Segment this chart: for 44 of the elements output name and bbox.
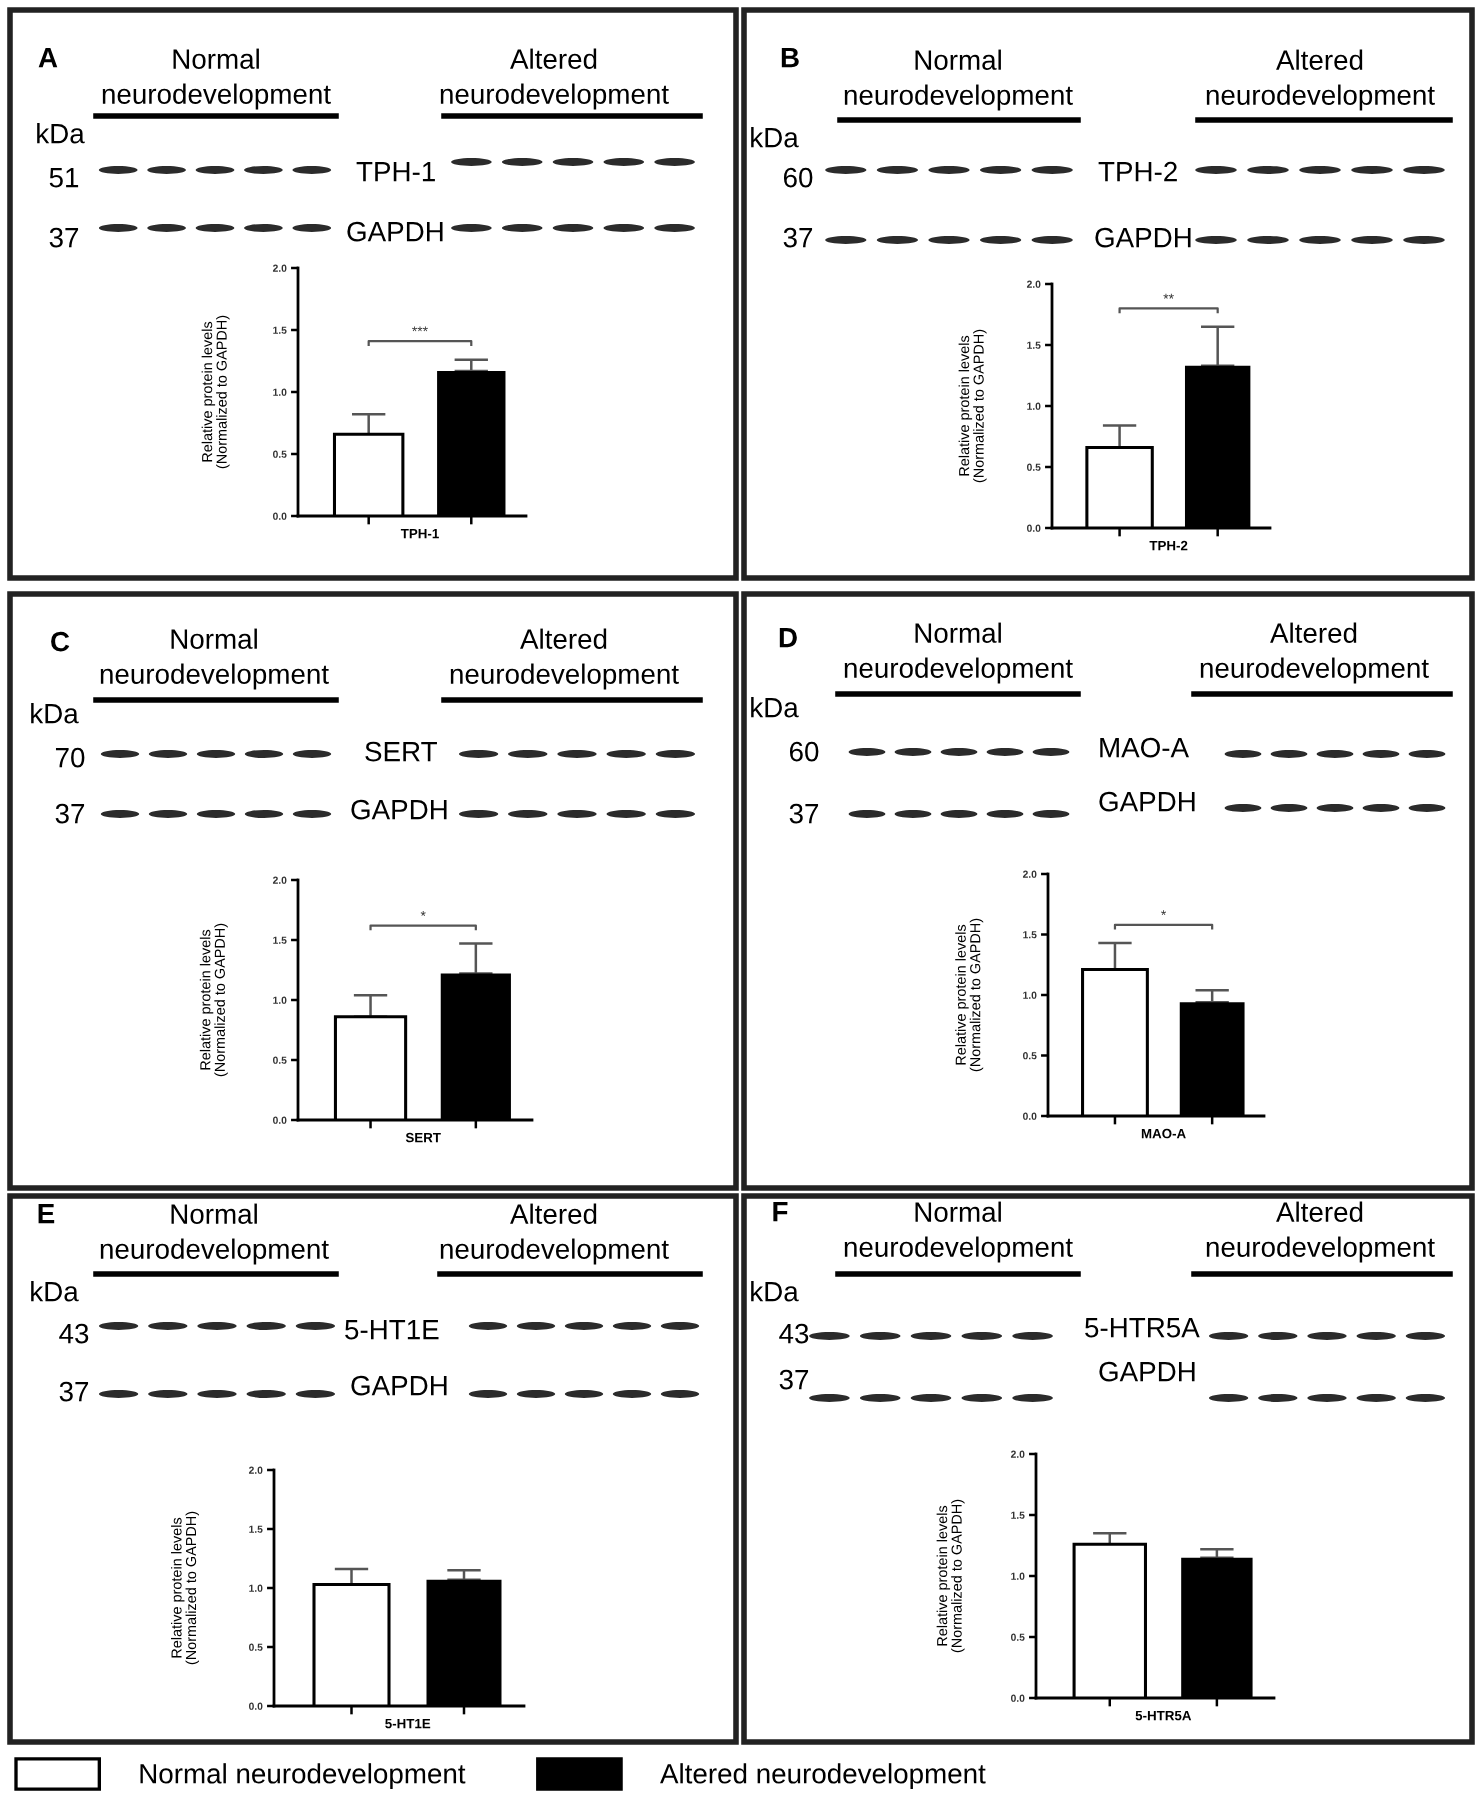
text: Normal neurodevelopment xyxy=(844,49,1073,111)
text: Normal neurodevelopment xyxy=(844,1201,1073,1263)
text: Altered neurodevelopment xyxy=(1206,1201,1435,1263)
text: 37 xyxy=(783,227,813,248)
text: 70 xyxy=(55,747,85,768)
text: Normal neurodevelopment xyxy=(102,48,331,110)
text: Altered neurodevelopment xyxy=(1200,622,1429,684)
text: 37 xyxy=(779,1369,809,1390)
text: 60 xyxy=(783,167,813,188)
text: 37 xyxy=(59,1381,89,1402)
text: 37 xyxy=(49,227,79,248)
text: kDa xyxy=(751,697,799,718)
text: kDa xyxy=(751,1281,799,1302)
text: 37 xyxy=(789,803,819,824)
text: Altered neurodevelopment xyxy=(1206,49,1435,111)
text: Normal neurodevelopment xyxy=(844,622,1073,684)
text: GAPDH xyxy=(1099,1361,1195,1382)
text: kDa xyxy=(31,703,79,724)
text: D xyxy=(779,628,797,648)
text: 51 xyxy=(49,168,79,188)
text: 43 xyxy=(59,1323,89,1344)
text: 43 xyxy=(779,1323,809,1344)
text: GAPDH xyxy=(347,221,443,242)
text: F xyxy=(773,1202,788,1222)
text: Altered neurodevelopment xyxy=(440,1203,669,1265)
text: Normal neurodevelopment xyxy=(100,628,329,690)
text: C xyxy=(51,631,70,652)
text: GAPDH xyxy=(1095,227,1191,248)
text: GAPDH xyxy=(1099,791,1195,812)
text: Normal neurodevelopment xyxy=(100,1203,329,1265)
legend-label: Normal neurodevelopment xyxy=(140,1763,466,1790)
text: 60 xyxy=(789,741,819,762)
legend-label: Altered neurodevelopment xyxy=(660,1763,986,1790)
text: GAPDH xyxy=(351,799,447,820)
text: B xyxy=(781,48,799,68)
text: Altered neurodevelopment xyxy=(450,628,679,690)
text: Altered neurodevelopment xyxy=(440,48,669,110)
text: kDa xyxy=(751,127,799,148)
text: E xyxy=(38,1204,55,1224)
text: kDa xyxy=(31,1281,79,1302)
text: kDa xyxy=(37,123,85,144)
text: GAPDH xyxy=(351,1375,447,1396)
text: 37 xyxy=(55,803,85,824)
text: A xyxy=(38,48,58,68)
